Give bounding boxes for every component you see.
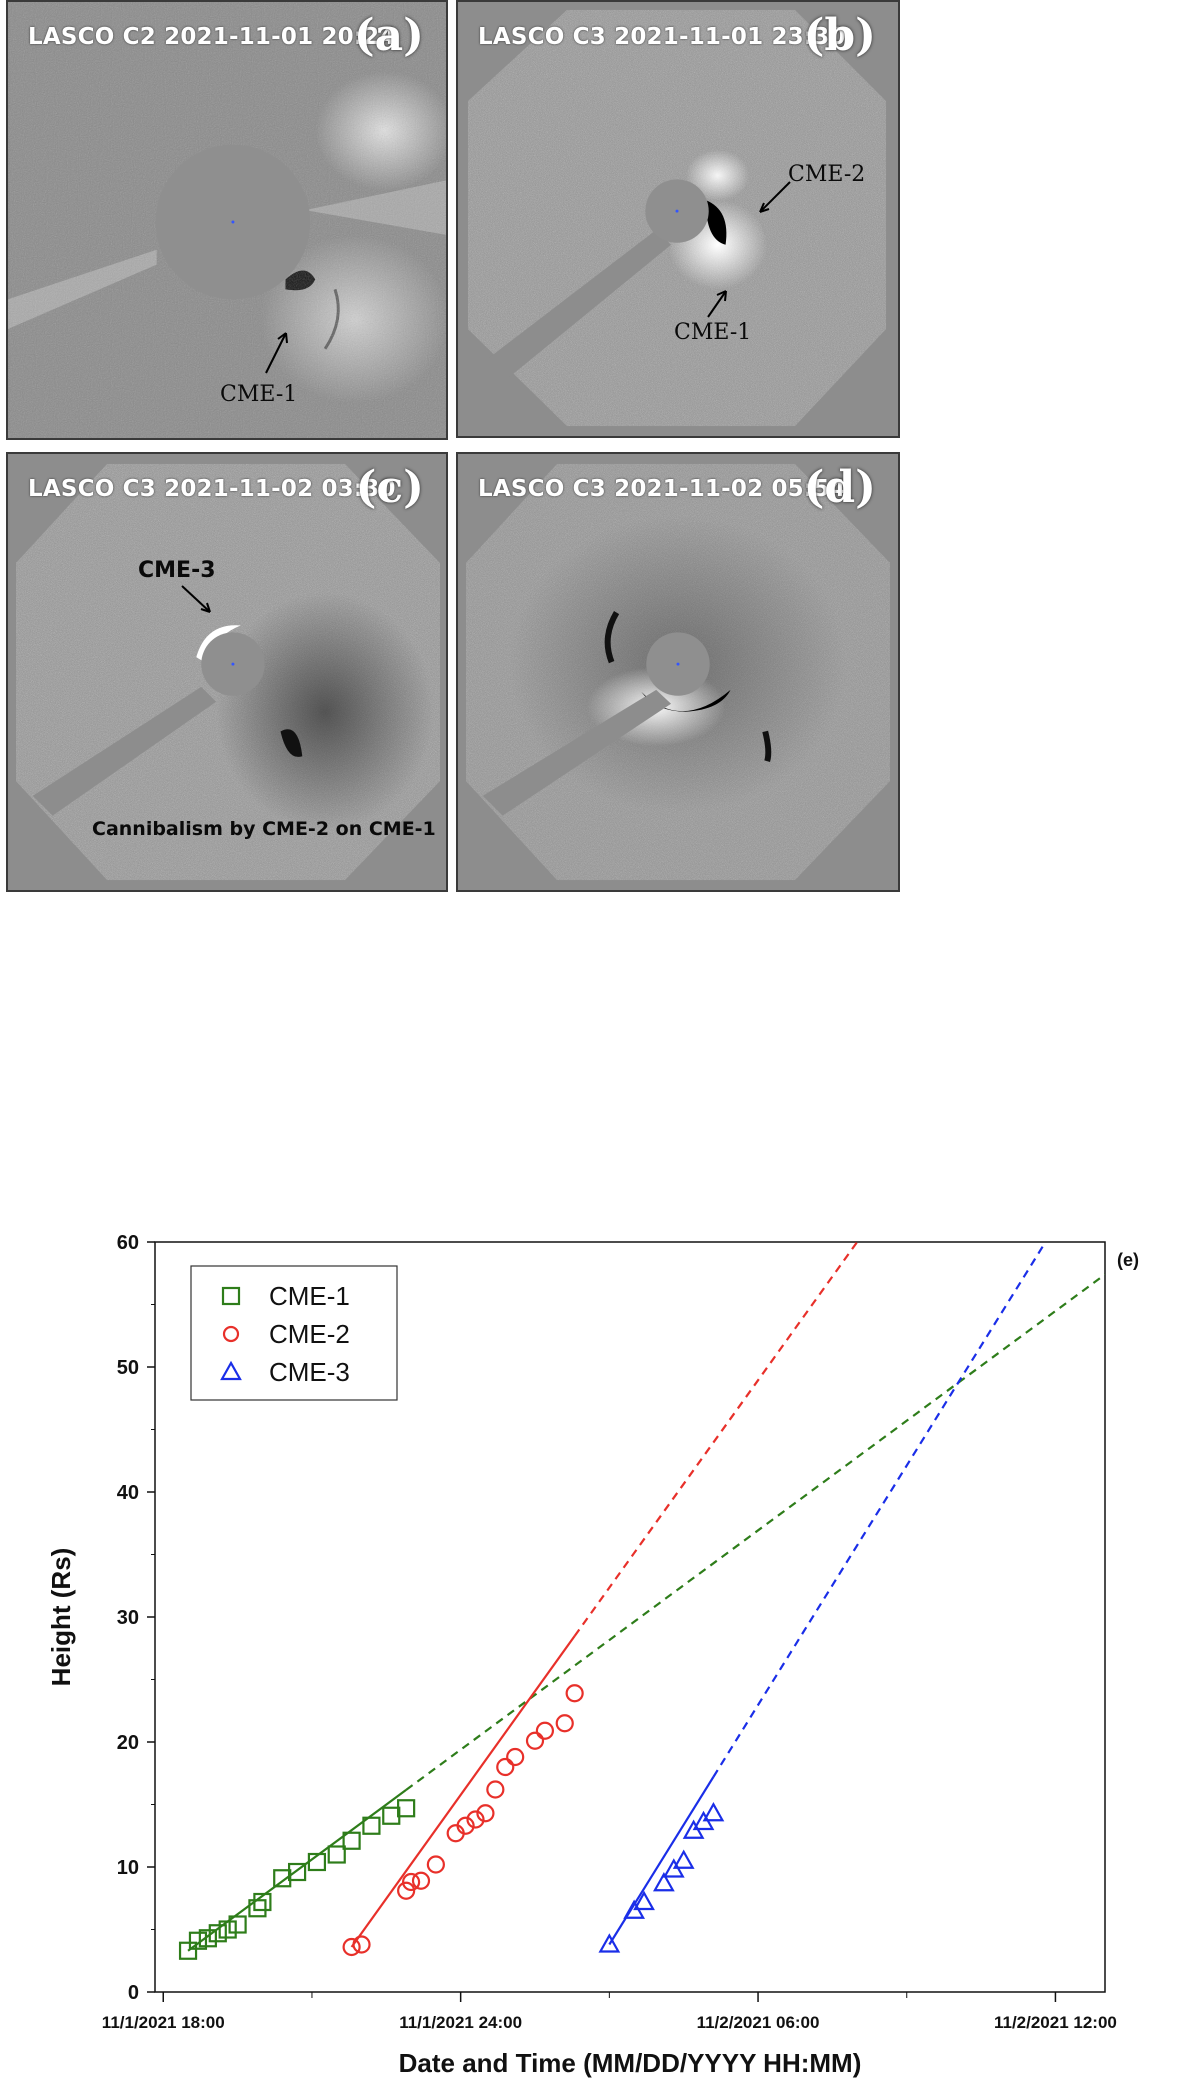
data-point	[456, 1816, 475, 1835]
coronagraph-image-a	[8, 2, 446, 438]
data-point	[362, 1816, 381, 1835]
series-CME-3	[598, 1242, 1047, 1953]
y-tick-label: 30	[117, 1607, 139, 1629]
coronagraph-image-b	[458, 2, 898, 436]
arrow-icon	[707, 290, 727, 318]
data-point	[248, 1899, 267, 1918]
fit-line-dashed	[573, 1242, 859, 1637]
panel-d: LASCO C3 2021-11-02 05:54 (d)	[456, 452, 900, 892]
data-point	[382, 1806, 401, 1825]
panel-title: LASCO C3 2021-11-02 05:54	[478, 476, 846, 502]
data-point	[178, 1941, 198, 1960]
legend-label: CME-1	[269, 1281, 350, 1311]
panel-label-e: (e)	[1117, 1250, 1139, 1270]
arrow-icon	[181, 585, 211, 613]
data-point	[466, 1810, 485, 1829]
data-point	[486, 1780, 505, 1799]
height-time-plot: 0 10 20 30 40 50 60 11/1/2021 18:00 11/1/2021 24…	[0, 1200, 1200, 2088]
x-tick-label: 11/1/2021 24:00	[399, 2013, 522, 2032]
data-point	[307, 1852, 327, 1872]
panel-label: (c)	[355, 462, 424, 513]
data-point	[565, 1684, 584, 1703]
data-point	[411, 1871, 431, 1890]
data-point	[633, 1890, 655, 1911]
panel-title: LASCO C3 2021-11-01 23:30	[478, 24, 846, 50]
panel-a: LASCO C2 2021-11-01 20:24 (a) CME-1	[6, 0, 448, 440]
arrow-icon	[265, 332, 288, 374]
panel-title: LASCO C3 2021-11-02 03:30	[28, 476, 396, 502]
data-point	[327, 1845, 346, 1864]
data-point	[228, 1915, 247, 1934]
y-tick-label: 20	[117, 1732, 139, 1754]
fit-line-solid	[608, 1776, 715, 1946]
data-point	[342, 1831, 361, 1850]
panel-b: LASCO C3 2021-11-01 23:30 (b) CME-2 CME-…	[456, 0, 900, 438]
data-point	[401, 1872, 421, 1892]
data-point	[598, 1933, 621, 1953]
data-point	[397, 1881, 416, 1900]
cme-2-label: CME-2	[788, 162, 866, 187]
legend-marker	[221, 1286, 241, 1306]
coronagraph-image-c	[8, 454, 446, 890]
cme-3-label: CME-3	[138, 558, 216, 583]
data-point	[555, 1714, 574, 1733]
y-tick-label: 10	[117, 1857, 139, 1879]
coronagraph-image-d	[458, 454, 898, 890]
data-point	[198, 1929, 217, 1948]
data-point	[535, 1721, 555, 1740]
panel-label: (a)	[353, 10, 424, 61]
data-point	[672, 1849, 695, 1869]
fit-line-solid	[350, 1635, 576, 1948]
y-tick-label: 0	[128, 1982, 139, 2004]
panel-label: (d)	[803, 462, 876, 513]
data-point	[273, 1869, 292, 1888]
panel-c: LASCO C3 2021-11-02 03:30 (c) CME-3 Cann…	[6, 452, 448, 892]
data-point	[525, 1731, 545, 1750]
data-point	[476, 1804, 495, 1823]
series-CME-1	[178, 1273, 1105, 1960]
data-point	[352, 1935, 371, 1954]
arrow-icon	[759, 181, 791, 213]
legend-label: CME-3	[269, 1357, 350, 1387]
data-point	[702, 1802, 725, 1822]
legend-marker	[222, 1325, 240, 1343]
panel-label: (b)	[803, 10, 876, 61]
data-point	[652, 1872, 675, 1892]
x-tick-label: 11/1/2021 18:00	[102, 2013, 225, 2032]
data-point	[188, 1931, 208, 1950]
data-point	[342, 1937, 361, 1957]
cme-1-label: CME-1	[674, 320, 752, 345]
legend-marker	[220, 1360, 242, 1381]
fit-line-dashed	[712, 1242, 1047, 1778]
y-tick-label: 50	[117, 1357, 139, 1379]
data-point	[253, 1892, 272, 1912]
panel-title: LASCO C2 2021-11-01 20:24	[28, 24, 396, 50]
legend-label: CME-2	[269, 1319, 350, 1349]
x-tick-label: 11/2/2021 06:00	[697, 2013, 820, 2032]
height-time-chart: 0 10 20 30 40 50 60 11/1/2021 18:00 11/1/2021 24…	[46, 1232, 1139, 2078]
data-point	[397, 1799, 416, 1818]
data-point	[506, 1747, 525, 1767]
data-point	[208, 1924, 227, 1943]
x-tick-label: 11/2/2021 12:00	[994, 2013, 1117, 2032]
series-CME-2	[342, 1242, 859, 1957]
data-point	[218, 1920, 237, 1939]
fit-line-dashed	[405, 1273, 1105, 1791]
x-axis-label: Date and Time (MM/DD/YYYY HH:MM)	[399, 2048, 862, 2078]
y-axis-label: Height (Rs)	[46, 1548, 76, 1687]
cme-label: CME-1	[220, 382, 298, 407]
data-point	[496, 1757, 515, 1777]
data-point	[287, 1862, 307, 1882]
data-point	[426, 1855, 445, 1874]
caption-cannibalism: Cannibalism by CME-2 on CME-1	[92, 818, 436, 840]
y-tick-label: 60	[117, 1232, 139, 1254]
y-tick-label: 40	[117, 1482, 139, 1504]
